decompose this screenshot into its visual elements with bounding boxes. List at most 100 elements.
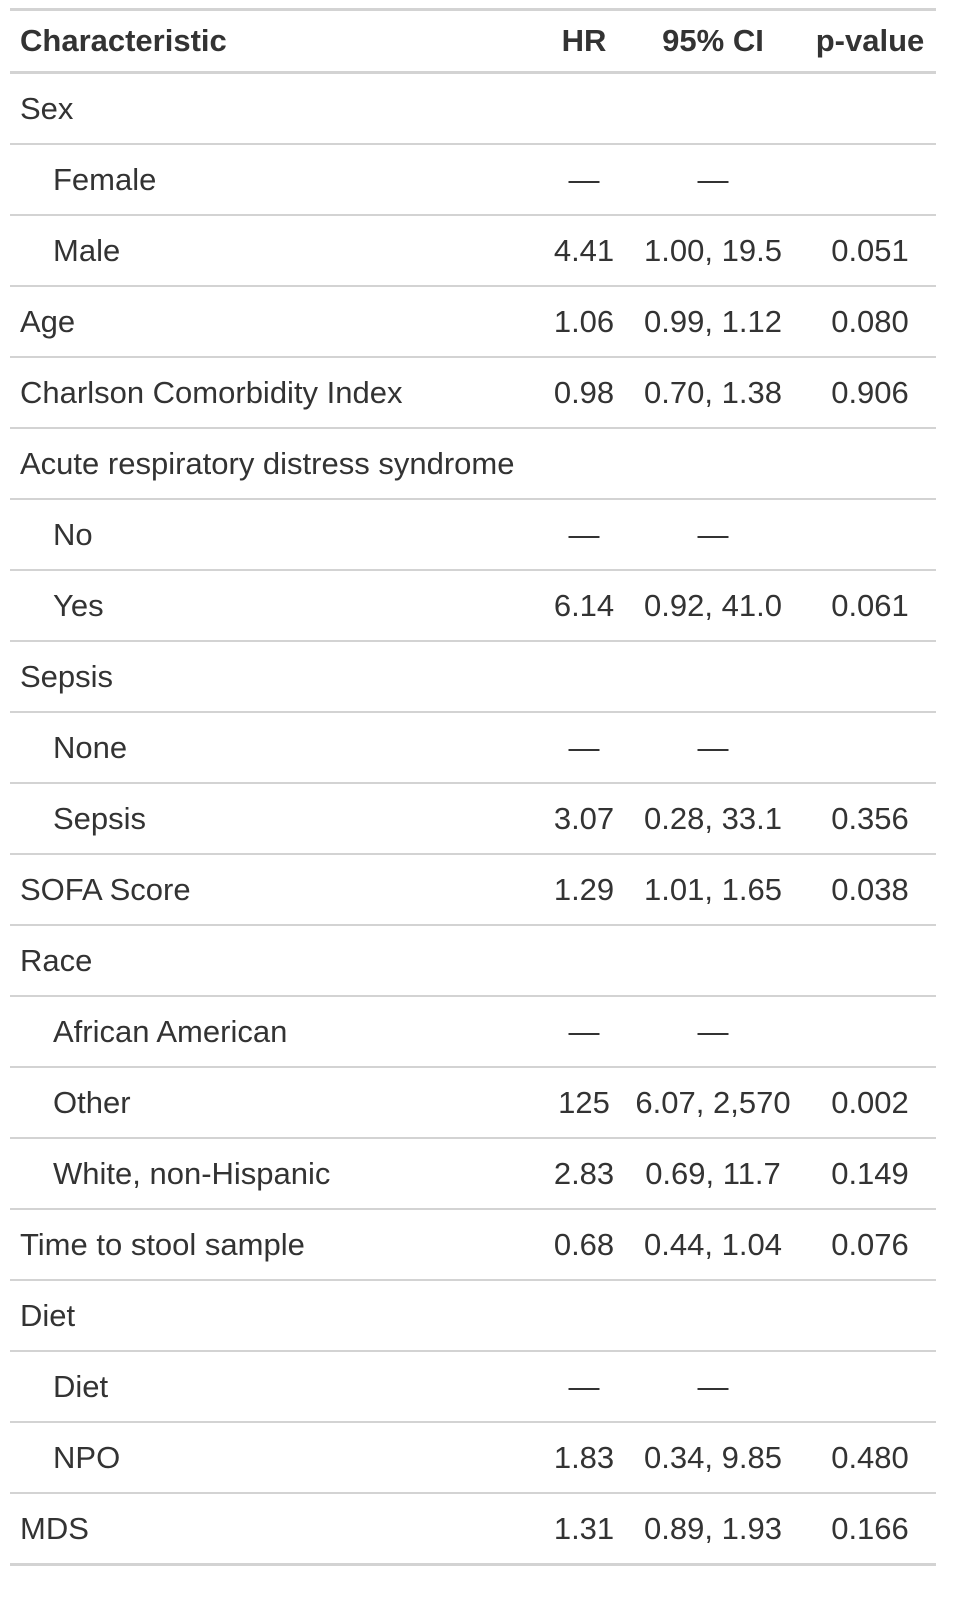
- row-label: NPO: [10, 1421, 546, 1493]
- table-row: Race: [10, 924, 936, 996]
- p-value: 0.038: [804, 853, 936, 925]
- ci-value: [622, 427, 804, 499]
- ci-value: 0.69, 11.7: [622, 1137, 804, 1209]
- table-row: Acute respiratory distress syndrome: [10, 427, 936, 499]
- row-label: Sex: [20, 90, 74, 126]
- table-row: Yes 6.14 0.92, 41.0 0.061: [10, 569, 936, 641]
- ci-value: [622, 73, 804, 145]
- hr-value: 1.29: [546, 853, 622, 925]
- row-label: Female: [10, 143, 546, 215]
- row-label: Race: [10, 924, 546, 996]
- row-label: Age: [10, 285, 546, 357]
- header-characteristic: Characteristic: [10, 9, 546, 74]
- p-value: 0.480: [804, 1421, 936, 1493]
- p-value: 0.061: [804, 569, 936, 641]
- ci-value: 0.70, 1.38: [622, 356, 804, 428]
- ci-value: —: [622, 498, 804, 570]
- p-value: [804, 924, 936, 996]
- row-label: None: [10, 711, 546, 783]
- table-row: Sepsis: [10, 640, 936, 712]
- p-value: [804, 995, 936, 1067]
- ci-value: [622, 1279, 804, 1351]
- hr-value: 1.31: [546, 1492, 622, 1565]
- row-label: Sepsis: [10, 640, 546, 712]
- table-row: Diet — —: [10, 1350, 936, 1422]
- p-value: [804, 711, 936, 783]
- p-value: [804, 1350, 936, 1422]
- hr-value: —: [546, 143, 622, 215]
- table-row: Other 125 6.07, 2,570 0.002: [10, 1066, 936, 1138]
- p-value: 0.076: [804, 1208, 936, 1280]
- table-row: Diet: [10, 1279, 936, 1351]
- hr-value: [546, 427, 622, 499]
- ci-value: 1.01, 1.65: [622, 853, 804, 925]
- row-label: African American: [10, 995, 546, 1067]
- row-label: Male: [10, 214, 546, 286]
- table-row: MDS 1.31 0.89, 1.93 0.166: [10, 1492, 936, 1565]
- ci-value: —: [622, 1350, 804, 1422]
- ci-value: 0.92, 41.0: [622, 569, 804, 641]
- hr-value: —: [546, 1350, 622, 1422]
- hr-value: [546, 924, 622, 996]
- table-row: African American — —: [10, 995, 936, 1067]
- header-hr: HR: [546, 9, 622, 74]
- ci-value: [622, 640, 804, 712]
- hr-value: 1.06: [546, 285, 622, 357]
- regression-table-container: Characteristic HR 95% CI p-value Sex Fema…: [10, 8, 936, 1566]
- table-row: Sepsis 3.07 0.28, 33.1 0.356: [10, 782, 936, 854]
- hr-value: 125: [546, 1066, 622, 1138]
- hazard-ratio-table: Characteristic HR 95% CI p-value Sex Fema…: [10, 8, 936, 1566]
- row-label: MDS: [10, 1492, 546, 1565]
- header-ci: 95% CI: [622, 9, 804, 74]
- row-label: Diet: [10, 1279, 546, 1351]
- p-value: [804, 1279, 936, 1351]
- ci-value: 0.99, 1.12: [622, 285, 804, 357]
- row-label: Other: [10, 1066, 546, 1138]
- p-value: [804, 498, 936, 570]
- table-row: Male 4.41 1.00, 19.5 0.051: [10, 214, 936, 286]
- hr-value: —: [546, 995, 622, 1067]
- ci-value: [622, 924, 804, 996]
- hr-value: —: [546, 711, 622, 783]
- row-label: Charlson Comorbidity Index: [10, 356, 546, 428]
- table-row: Time to stool sample 0.68 0.44, 1.04 0.076: [10, 1208, 936, 1280]
- row-label: White, non-Hispanic: [10, 1137, 546, 1209]
- row-label: No: [10, 498, 546, 570]
- hr-value: 0.98: [546, 356, 622, 428]
- hr-value: 6.14: [546, 569, 622, 641]
- hr-value: [546, 73, 622, 145]
- table-row: NPO 1.83 0.34, 9.85 0.480: [10, 1421, 936, 1493]
- ci-value: 0.28, 33.1: [622, 782, 804, 854]
- hr-value: 3.07: [546, 782, 622, 854]
- p-value: 0.149: [804, 1137, 936, 1209]
- hr-value: [546, 1279, 622, 1351]
- ci-value: 1.00, 19.5: [622, 214, 804, 286]
- row-label: Sepsis: [10, 782, 546, 854]
- ci-value: 0.34, 9.85: [622, 1421, 804, 1493]
- table-row: Age 1.06 0.99, 1.12 0.080: [10, 285, 936, 357]
- p-value: 0.166: [804, 1492, 936, 1565]
- row-label: SOFA Score: [10, 853, 546, 925]
- table-row: None — —: [10, 711, 936, 783]
- row-label: Diet: [10, 1350, 546, 1422]
- hr-value: [546, 640, 622, 712]
- hr-value: 0.68: [546, 1208, 622, 1280]
- row-label: Time to stool sample: [10, 1208, 546, 1280]
- ci-value: 0.44, 1.04: [622, 1208, 804, 1280]
- hr-value: —: [546, 498, 622, 570]
- p-value: 0.080: [804, 285, 936, 357]
- ci-value: 0.89, 1.93: [622, 1492, 804, 1565]
- ci-value: —: [622, 143, 804, 215]
- table-row: SOFA Score 1.29 1.01, 1.65 0.038: [10, 853, 936, 925]
- ci-value: —: [622, 711, 804, 783]
- p-value: 0.002: [804, 1066, 936, 1138]
- hr-value: 1.83: [546, 1421, 622, 1493]
- ci-value: 6.07, 2,570: [622, 1066, 804, 1138]
- p-value: 0.906: [804, 356, 936, 428]
- row-label: Acute respiratory distress syndrome: [10, 427, 546, 499]
- p-value: [804, 427, 936, 499]
- p-value: [804, 640, 936, 712]
- table-body: Sex Female — — Male 4.41 1.00, 19.5 0.051 Age 1.0…: [10, 73, 936, 1565]
- table-row: Female — —: [10, 143, 936, 215]
- hr-value: 4.41: [546, 214, 622, 286]
